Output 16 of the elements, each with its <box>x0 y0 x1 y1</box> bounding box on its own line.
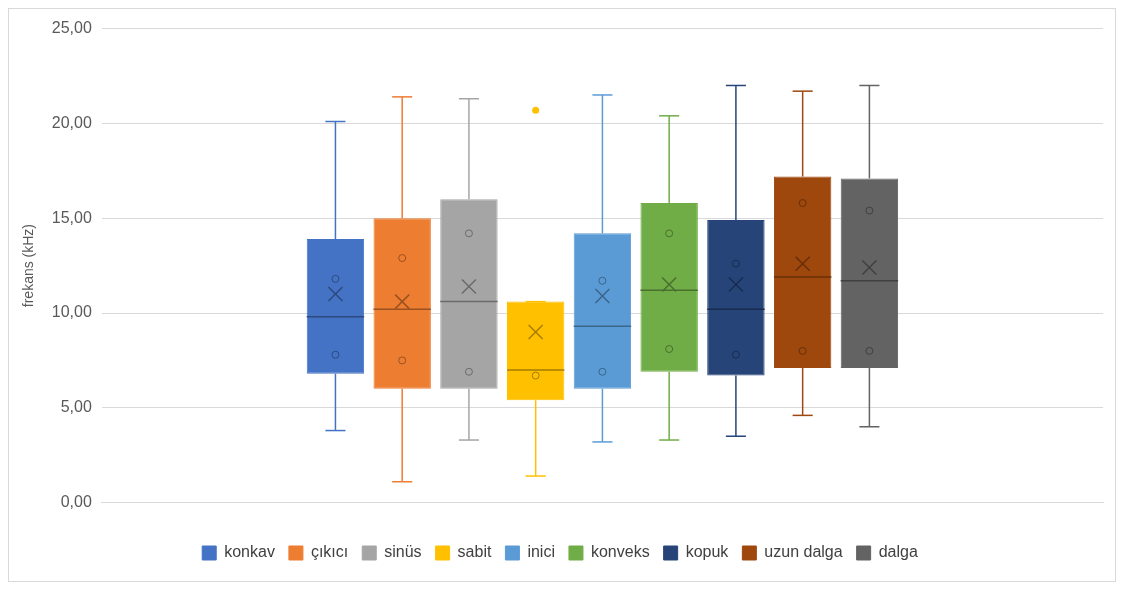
y-tick-label: 10,00 <box>51 303 92 321</box>
y-tick-label: 25,00 <box>51 19 92 37</box>
legend-label: uzun dalga <box>764 543 843 561</box>
legend-label: konveks <box>590 543 650 561</box>
y-tick-label: 0,00 <box>60 493 92 511</box>
y-tick-label: 15,00 <box>51 208 92 226</box>
legend-label: inici <box>527 543 555 561</box>
legend-label: konkav <box>224 543 275 561</box>
legend-label: sinüs <box>384 543 422 561</box>
y-tick-label: 5,00 <box>60 398 92 416</box>
legend-label: kopuk <box>685 543 730 561</box>
legend-label: sabit <box>457 543 492 561</box>
y-tick-label: 20,00 <box>51 113 92 131</box>
y-axis-title: frekans (kHz) <box>20 223 37 308</box>
legend-label: dalga <box>878 543 918 561</box>
legend-label: çıkıcı <box>310 543 349 561</box>
